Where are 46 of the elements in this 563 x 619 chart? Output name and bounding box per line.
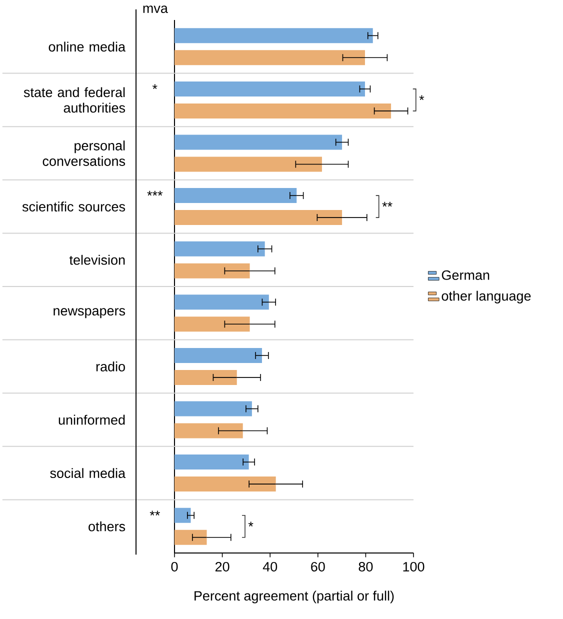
y-tick-label: personal conversations xyxy=(42,140,126,166)
bar xyxy=(174,81,365,96)
annotation: ** xyxy=(382,202,392,207)
y-tick-label: newspapers xyxy=(54,308,126,318)
x-tick-label: 0 xyxy=(171,562,178,572)
bar xyxy=(174,156,322,172)
x-axis-title: Percent agreement (partial or full) xyxy=(194,590,394,604)
annotation: * xyxy=(248,522,254,526)
bar xyxy=(174,50,365,66)
bar xyxy=(174,134,342,150)
x-tick-label: 20 xyxy=(215,562,230,572)
bar xyxy=(174,401,252,416)
y-tick-label: online media xyxy=(48,42,126,52)
x-tick-label: 60 xyxy=(311,562,325,572)
bar xyxy=(174,423,243,438)
bar xyxy=(174,294,269,310)
x-tick-label: 80 xyxy=(358,562,373,572)
y-tick-label: uninformed xyxy=(58,414,125,425)
bar xyxy=(174,210,342,226)
y-tick-label: scientific sources xyxy=(22,202,126,212)
bar xyxy=(174,103,392,118)
y-tick-label: radio xyxy=(96,361,125,372)
bar xyxy=(174,454,249,470)
bar xyxy=(174,241,265,256)
text: *** xyxy=(147,190,163,196)
legend-label: other language xyxy=(442,290,531,304)
y-tick-label: others xyxy=(88,521,126,532)
text: mva xyxy=(143,6,168,14)
bar xyxy=(174,263,250,278)
bar xyxy=(174,348,262,363)
bar xyxy=(174,28,373,44)
text: * xyxy=(152,84,158,90)
bar xyxy=(174,188,297,204)
bar xyxy=(174,476,276,492)
bar xyxy=(174,370,237,385)
bar xyxy=(174,316,250,332)
text: * xyxy=(419,95,424,100)
y-tick-label: television xyxy=(69,254,125,265)
y-tick-label: state and federal authorities xyxy=(24,87,126,113)
x-tick-label: 40 xyxy=(262,562,278,572)
bar xyxy=(174,508,191,523)
x-tick-label: 100 xyxy=(403,562,424,572)
bar xyxy=(174,530,207,545)
text: ** xyxy=(150,510,160,516)
y-tick-label: social media xyxy=(50,468,126,478)
legend-label: German xyxy=(442,270,490,280)
